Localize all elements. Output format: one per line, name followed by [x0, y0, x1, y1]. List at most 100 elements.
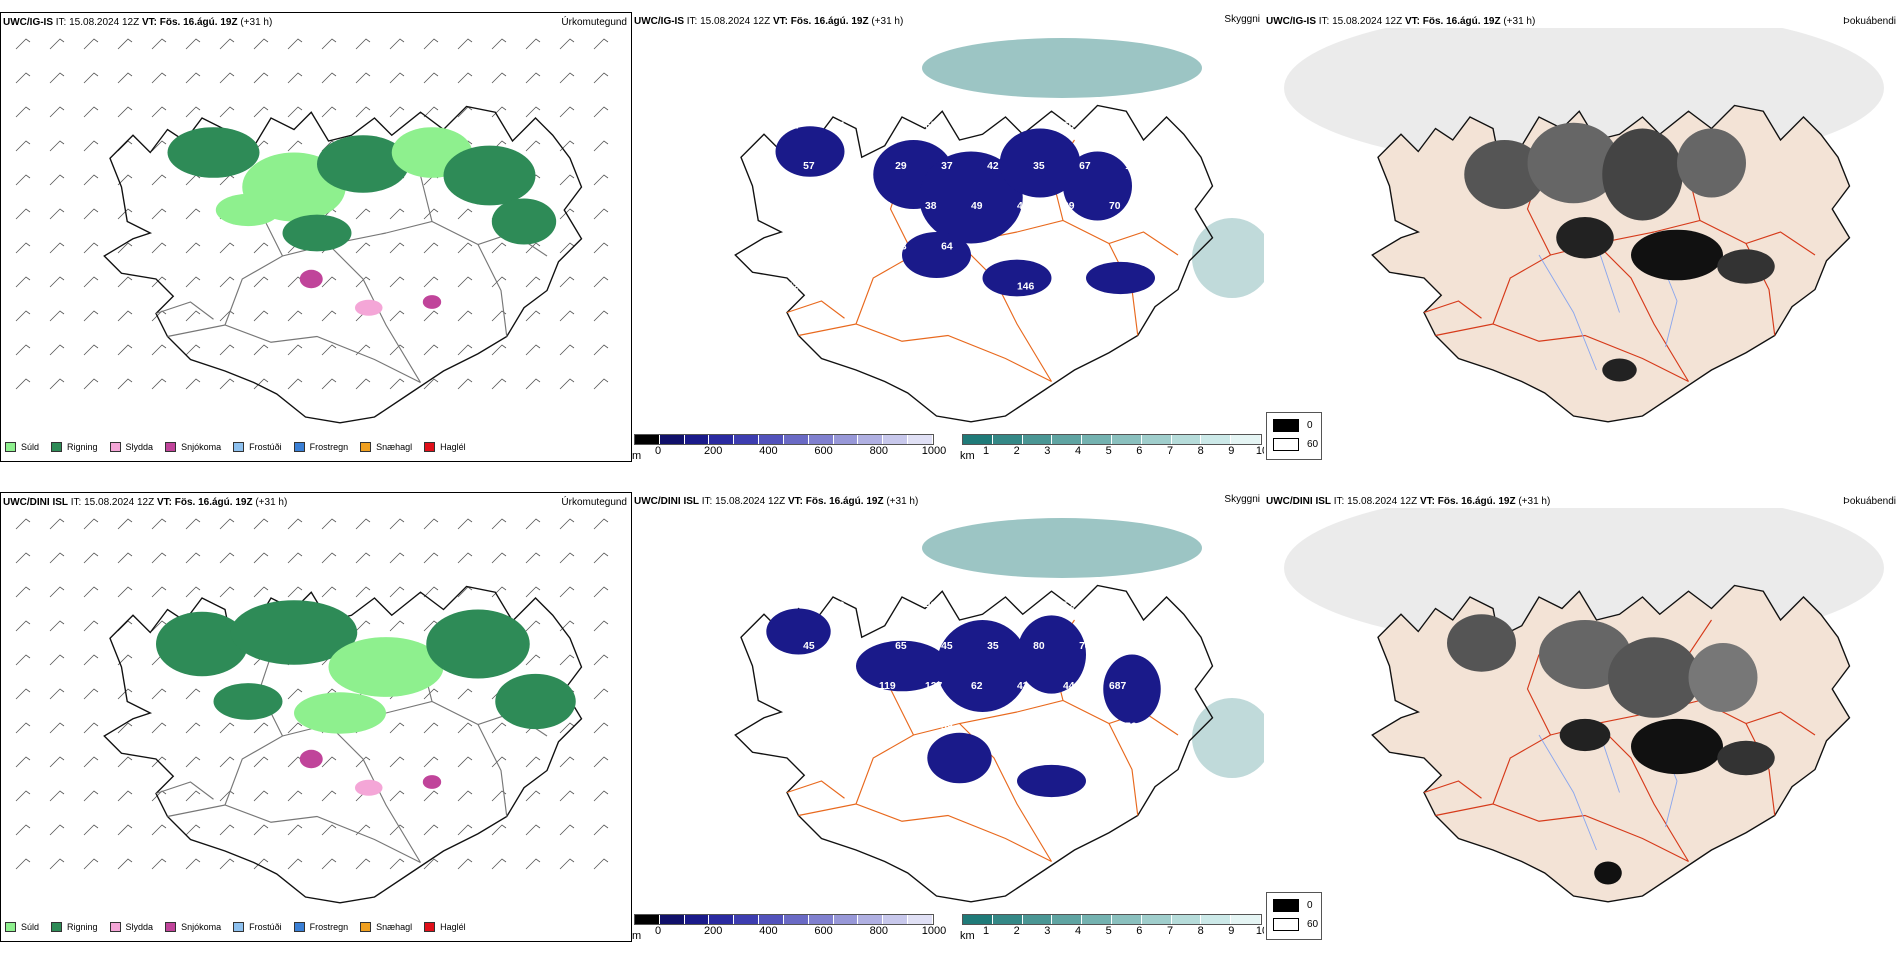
wind-barb — [593, 552, 609, 564]
colorbar-cell — [1201, 435, 1232, 444]
colorbar-tick: 7 — [1166, 925, 1174, 937]
wind-barb — [321, 552, 337, 564]
colorbar-cell — [1171, 915, 1202, 924]
ceiling-value-label: 127 — [925, 681, 943, 692]
wind-barb — [593, 722, 609, 734]
wind-barb — [423, 38, 439, 50]
road-line — [1596, 243, 1689, 382]
legend-item: Slydda — [109, 442, 153, 452]
wind-barb — [423, 552, 439, 564]
wind-barb — [151, 518, 167, 530]
fog-swatch-high — [1273, 419, 1299, 432]
ceiling-value-label: 62 — [971, 681, 983, 692]
legend-item: Frostregn — [293, 442, 348, 452]
wind-barb — [83, 518, 99, 530]
legend-item: Snæhagl — [360, 442, 412, 452]
wind-barb — [355, 276, 371, 288]
wind-barb — [423, 722, 439, 734]
wind-barb — [389, 276, 405, 288]
colorbar-cell — [1231, 915, 1261, 924]
panel-title: UWC/IG-IS IT: 15.08.2024 12Z VT: Fös. 16… — [1266, 16, 1536, 27]
ceiling-value-label: 64 — [941, 241, 953, 252]
wind-barb — [559, 344, 575, 356]
wind-barb — [15, 552, 31, 564]
road-line — [786, 300, 845, 319]
wind-barb — [389, 106, 405, 118]
legend-swatch — [5, 442, 16, 452]
wind-barb — [593, 654, 609, 666]
wind-barb — [423, 858, 439, 870]
fog-legend: 0 60 — [1266, 412, 1322, 460]
wind-barb — [49, 620, 65, 632]
snow-area — [422, 295, 442, 309]
wind-barb — [219, 276, 235, 288]
wind-barb — [185, 722, 201, 734]
wind-barb — [83, 310, 99, 322]
low-ceiling-area — [1086, 261, 1155, 295]
colorbar-tick: 7 — [1166, 445, 1174, 457]
wind-barb — [117, 378, 133, 390]
ceiling-value-label: 54 — [833, 121, 845, 132]
precip-area — [213, 683, 283, 720]
precip-area — [317, 135, 409, 193]
wind-barb — [389, 378, 405, 390]
road-line — [1423, 780, 1482, 799]
colorbar-tick: 8 — [1197, 445, 1204, 457]
wind-barb — [185, 688, 201, 700]
wind-barb — [457, 208, 473, 220]
legend-item: Snjókoma — [165, 922, 221, 932]
wind-barb — [83, 620, 99, 632]
wind-barb — [525, 620, 541, 632]
legend-item: Frostregn — [293, 922, 348, 932]
wind-barb — [287, 518, 303, 530]
ceiling-value-label: 95 — [879, 201, 891, 212]
wind-barb — [559, 790, 575, 802]
wind-barb — [49, 242, 65, 254]
wind-barb — [151, 378, 167, 390]
snow-area — [299, 269, 323, 289]
low-visibility-area — [1192, 218, 1264, 298]
wind-barb — [457, 858, 473, 870]
wind-barb — [559, 756, 575, 768]
legend-item: Frostúði — [233, 442, 282, 452]
wind-barb — [593, 378, 609, 390]
wind-barb — [83, 140, 99, 152]
wind-barb — [219, 378, 235, 390]
ceiling-value-label: 97 — [1033, 721, 1045, 732]
legend-item: Rigning — [51, 922, 98, 932]
wind-barb — [117, 72, 133, 84]
wind-barb — [253, 586, 269, 598]
legend-label: Rigning — [67, 442, 98, 452]
road-line — [798, 323, 1052, 383]
wind-barb — [49, 106, 65, 118]
legend-item: Haglél — [424, 442, 466, 452]
colorbar-cell — [833, 915, 859, 924]
wind-barb — [355, 72, 371, 84]
wind-barb — [559, 38, 575, 50]
wind-barb — [83, 756, 99, 768]
ceiling-value-label: 52 — [1063, 601, 1075, 612]
wind-barb — [389, 518, 405, 530]
legend-item: Rigning — [51, 442, 98, 452]
wind-barb — [287, 140, 303, 152]
wind-barb — [185, 824, 201, 836]
wind-barb — [593, 208, 609, 220]
wind-barb — [559, 858, 575, 870]
wind-barb — [83, 72, 99, 84]
colorbar-cell — [759, 435, 784, 444]
wind-barb — [525, 310, 541, 322]
legend-label: Snjókoma — [181, 442, 222, 452]
fog-area — [1539, 620, 1631, 689]
colorbar-cell — [963, 435, 993, 444]
precip-area — [426, 609, 530, 679]
wind-barb — [389, 552, 405, 564]
wind-barb — [185, 106, 201, 118]
wind-barb — [389, 586, 405, 598]
wind-barb — [15, 756, 31, 768]
wind-barb — [525, 344, 541, 356]
wind-barb — [151, 174, 167, 186]
fog-legend-high: 0 — [1307, 420, 1313, 431]
wind-barb — [15, 310, 31, 322]
wind-barb — [219, 344, 235, 356]
colorbar-cell — [659, 915, 685, 924]
